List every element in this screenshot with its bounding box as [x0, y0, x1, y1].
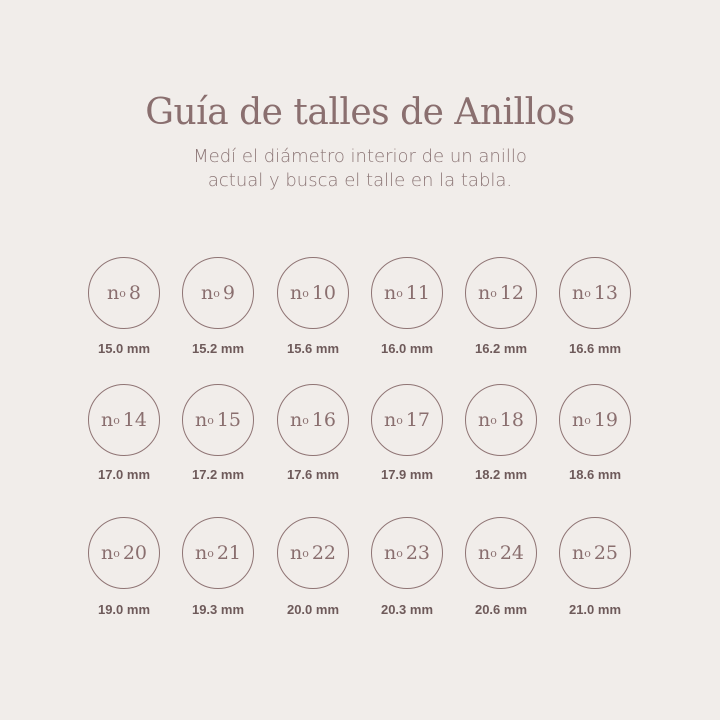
ring-size-19: n o 19	[559, 384, 631, 456]
size-prefix-sup: o	[396, 546, 403, 560]
size-prefix-sup: o	[113, 546, 120, 560]
ring-size-15: n o 15	[182, 384, 254, 456]
size-prefix: n	[477, 282, 491, 304]
size-prefix-sup: o	[302, 546, 309, 560]
size-prefix-sup: o	[213, 286, 220, 300]
size-diameter: 17.0 mm	[97, 467, 151, 482]
ring-size-24: n o 24	[465, 517, 537, 589]
size-prefix: n	[289, 409, 303, 431]
size-prefix-sup: o	[113, 413, 120, 427]
size-prefix: n	[201, 282, 214, 304]
size-prefix-sup: o	[207, 546, 214, 560]
ring-size-21: n o 21	[182, 517, 254, 589]
size-prefix: n	[289, 542, 303, 564]
size-number: 9	[222, 282, 235, 304]
size-prefix-sup: o	[584, 413, 591, 427]
size-prefix-sup: o	[119, 286, 126, 300]
ring-size-16: n o 16	[277, 384, 349, 456]
size-prefix: n	[383, 282, 397, 304]
ring-size-17: n o 17	[371, 384, 443, 456]
ring-size-12: n o 12	[465, 257, 537, 329]
size-number: 15	[216, 409, 242, 431]
size-number: 19	[593, 409, 619, 431]
size-number: 18	[499, 409, 525, 431]
size-prefix: n	[477, 542, 491, 564]
ring-size-20: n o 20	[88, 517, 160, 589]
ring-size-18: n o 18	[465, 384, 537, 456]
subtitle-line-2: actual y busca el talle en la tabla.	[207, 170, 513, 191]
size-number: 8	[128, 282, 141, 304]
size-number: 24	[499, 542, 525, 564]
size-prefix: n	[100, 542, 114, 564]
size-number: 11	[405, 282, 431, 304]
size-number: 22	[311, 542, 337, 564]
ring-size-13: n o 13	[559, 257, 631, 329]
size-prefix: n	[571, 409, 585, 431]
size-prefix: n	[289, 282, 303, 304]
size-prefix-sup: o	[584, 546, 591, 560]
size-prefix-sup: o	[490, 286, 497, 300]
size-diameter: 16.6 mm	[568, 341, 622, 356]
ring-size-11: n o 11	[371, 257, 443, 329]
size-diameter: 16.2 mm	[474, 341, 528, 356]
size-prefix: n	[571, 542, 585, 564]
size-prefix-sup: o	[490, 546, 497, 560]
ring-size-23: n o 23	[371, 517, 443, 589]
size-prefix: n	[107, 282, 120, 304]
size-number: 14	[122, 409, 148, 431]
size-prefix: n	[194, 542, 208, 564]
size-prefix: n	[194, 409, 208, 431]
size-diameter: 19.3 mm	[191, 602, 245, 617]
size-number: 10	[311, 282, 337, 304]
ring-size-10: n o 10	[277, 257, 349, 329]
ring-size-14: n o 14	[88, 384, 160, 456]
size-prefix-sup: o	[302, 286, 309, 300]
size-prefix-sup: o	[584, 286, 591, 300]
size-prefix: n	[383, 542, 397, 564]
size-number: 13	[593, 282, 619, 304]
ring-size-25: n o 25	[559, 517, 631, 589]
size-number: 17	[405, 409, 431, 431]
size-diameter: 17.6 mm	[286, 467, 340, 482]
size-prefix: n	[100, 409, 114, 431]
size-diameter: 20.3 mm	[380, 602, 434, 617]
size-diameter: 21.0 mm	[568, 602, 622, 617]
size-prefix: n	[477, 409, 491, 431]
size-prefix-sup: o	[396, 413, 403, 427]
size-diameter: 15.2 mm	[191, 341, 245, 356]
size-diameter: 19.0 mm	[97, 602, 151, 617]
size-number: 25	[593, 542, 619, 564]
size-prefix-sup: o	[302, 413, 309, 427]
size-prefix-sup: o	[207, 413, 214, 427]
size-number: 21	[216, 542, 242, 564]
size-diameter: 15.0 mm	[97, 341, 151, 356]
size-diameter: 17.9 mm	[380, 467, 434, 482]
size-prefix-sup: o	[490, 413, 497, 427]
size-diameter: 18.6 mm	[568, 467, 622, 482]
size-diameter: 17.2 mm	[191, 467, 245, 482]
size-number: 12	[499, 282, 525, 304]
page-title: Guía de talles de Anillos	[145, 92, 575, 133]
size-prefix: n	[383, 409, 397, 431]
size-diameter: 16.0 mm	[380, 341, 434, 356]
size-diameter: 18.2 mm	[474, 467, 528, 482]
size-diameter: 15.6 mm	[286, 341, 340, 356]
size-diameter: 20.6 mm	[474, 602, 528, 617]
size-prefix: n	[571, 282, 585, 304]
ring-size-22: n o 22	[277, 517, 349, 589]
size-diameter: 20.0 mm	[286, 602, 340, 617]
subtitle-line-1: Medí el diámetro interior de un anillo	[193, 146, 527, 167]
size-number: 23	[405, 542, 431, 564]
size-number: 16	[311, 409, 337, 431]
size-prefix-sup: o	[396, 286, 403, 300]
size-number: 20	[122, 542, 148, 564]
